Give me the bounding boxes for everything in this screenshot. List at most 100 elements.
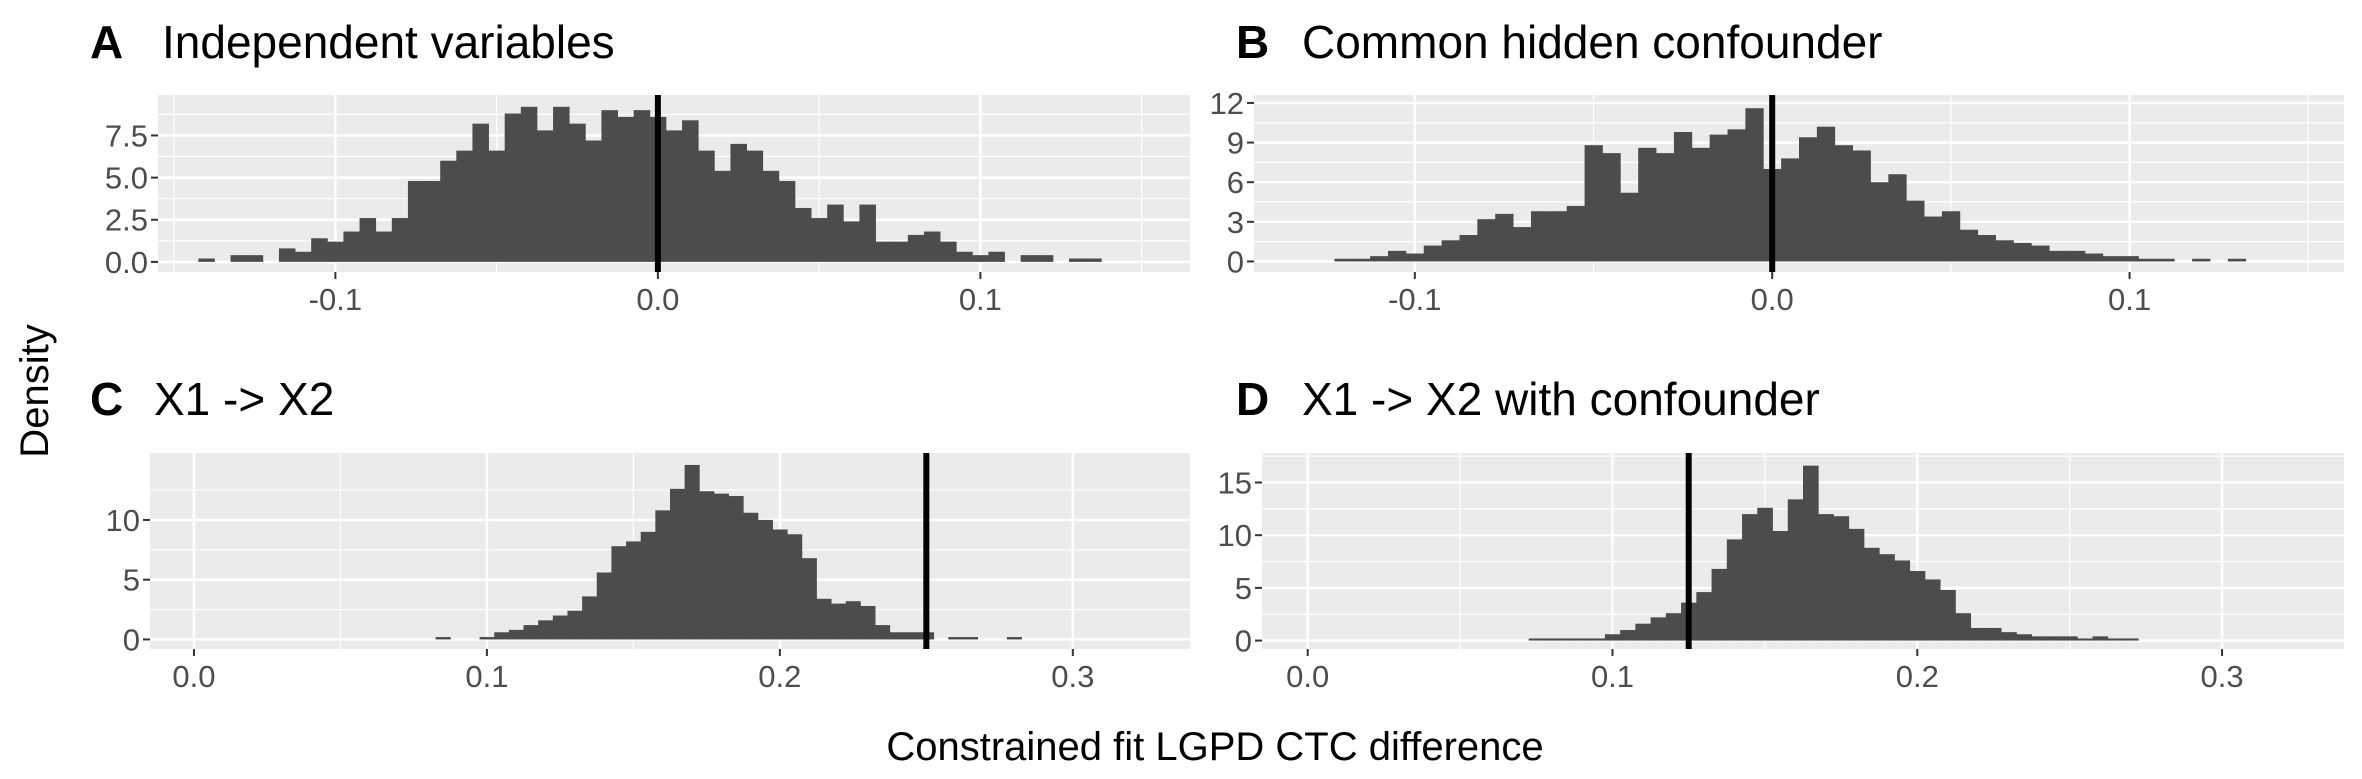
histogram-bar: [1852, 150, 1871, 262]
histogram-bar: [845, 601, 861, 640]
y-tick-label: 5.0: [105, 161, 148, 196]
histogram-bar: [923, 231, 941, 262]
histogram-bar: [1352, 258, 1371, 262]
histogram-bar: [1977, 235, 1996, 262]
panel-c: C X1 -> X2 0.0 0.1 0.2 0.3 0 5 10: [90, 373, 1190, 694]
histogram-bar: [611, 546, 627, 640]
histogram-bar: [567, 610, 583, 640]
histogram-bar: [891, 241, 909, 262]
y-tick-label: 12: [1210, 86, 1244, 121]
histogram-bar: [904, 632, 920, 640]
histogram-bar: [2192, 258, 2211, 262]
histogram-bar: [2156, 258, 2175, 262]
histogram-bar: [714, 170, 731, 262]
histogram-bar: [1696, 592, 1712, 641]
histogram-bar: [552, 615, 568, 640]
histogram-bar: [359, 218, 377, 262]
panel-b-letter: B: [1236, 16, 1269, 68]
panel-a-letter: A: [90, 16, 123, 68]
histogram-bar: [1970, 627, 1987, 641]
y-tick-label: 2.5: [105, 203, 148, 238]
histogram-bar: [1870, 182, 1889, 262]
histogram-bar: [2084, 253, 2104, 262]
histogram-bar: [198, 258, 215, 262]
x-tick-label: 0.0: [636, 282, 679, 317]
histogram-bar: [311, 238, 328, 262]
histogram-bar: [1691, 147, 1711, 262]
histogram-bar: [1620, 192, 1639, 262]
histogram-bar: [596, 572, 612, 640]
histogram-bar: [391, 218, 409, 262]
histogram-bar: [504, 113, 522, 262]
histogram-bar: [1803, 465, 1819, 641]
histogram-bar: [1665, 613, 1682, 641]
histogram-bar: [343, 231, 360, 262]
histogram-bar: [1602, 153, 1621, 262]
x-tick-label: 0.0: [1751, 282, 1794, 317]
histogram-bar: [1673, 131, 1693, 262]
histogram-bar: [1036, 255, 1054, 262]
x-tick-label: -0.1: [1388, 282, 1441, 317]
y-tick-label: 0.0: [105, 245, 148, 280]
histogram-bar: [230, 255, 248, 262]
histogram-bar: [860, 605, 876, 640]
panel-b: B Common hidden confounder -0.1 0.0 0.1 0 3 6 9 1…: [1210, 16, 2344, 317]
histogram-bar: [762, 170, 780, 262]
histogram-bar: [787, 534, 803, 640]
histogram-bar: [1589, 638, 1606, 641]
histogram-bar: [1745, 108, 1764, 262]
histogram-bar: [1604, 634, 1621, 641]
histogram-bar: [1727, 129, 1746, 262]
histogram-bar: [972, 255, 989, 262]
histogram-bar: [479, 637, 495, 640]
panel-b-bars: [1334, 108, 2247, 262]
histogram-bar: [1985, 627, 2002, 641]
panel-a-bars: [198, 106, 1102, 262]
histogram-bar: [2046, 636, 2063, 641]
histogram-bar: [682, 120, 699, 262]
histogram-bar: [472, 123, 489, 262]
histogram-bar: [743, 512, 759, 640]
y-tick-label: 10: [106, 503, 140, 538]
histogram-bar: [1459, 235, 1478, 262]
x-tick-label: 0.1: [1591, 659, 1634, 694]
histogram-bar: [940, 241, 957, 262]
y-axis-title: Density: [13, 324, 57, 457]
x-tick-label: 0.0: [1286, 659, 1329, 694]
histogram-bar: [626, 541, 642, 640]
histogram-bar: [536, 130, 554, 262]
histogram-bar: [1906, 200, 1925, 262]
histogram-bar: [1781, 158, 1800, 262]
histogram-bar: [1423, 245, 1443, 262]
histogram-bar: [246, 255, 264, 262]
histogram-bar: [1924, 216, 1943, 262]
x-tick-label: 0.1: [465, 659, 508, 694]
histogram-bar: [1742, 514, 1758, 641]
histogram-bar: [585, 140, 602, 262]
histogram-bar: [889, 632, 905, 640]
panel-a-title: Independent variables: [162, 16, 615, 68]
histogram-bar: [2092, 636, 2109, 641]
x-tick-label: 0.0: [172, 659, 215, 694]
histogram-bar: [1834, 145, 1854, 262]
histogram-bar: [1566, 205, 1585, 262]
histogram-bar: [1528, 638, 1545, 641]
histogram-bar: [508, 629, 524, 640]
histogram-bar: [1543, 638, 1560, 641]
histogram-bar: [1441, 240, 1460, 262]
x-tick-label: 0.1: [2108, 282, 2151, 317]
histogram-bar: [488, 150, 506, 262]
histogram-bar: [684, 464, 700, 640]
histogram-bar: [1405, 253, 1425, 262]
y-tick-label: 5: [123, 563, 140, 598]
histogram-bar: [617, 116, 635, 262]
histogram-bar: [772, 529, 788, 640]
histogram-bar: [2067, 250, 2086, 262]
panel-d: D X1 -> X2 with confounder 0.0 0.1 0.2 0.3 0 5 1…: [1218, 373, 2344, 694]
histogram-bar: [1530, 211, 1550, 262]
histogram-bar: [1955, 613, 1972, 641]
x-tick-label: 0.3: [1051, 659, 1094, 694]
histogram-bar: [1888, 174, 1907, 262]
x-tick-label: -0.1: [309, 282, 362, 317]
histogram-bar: [601, 110, 618, 262]
